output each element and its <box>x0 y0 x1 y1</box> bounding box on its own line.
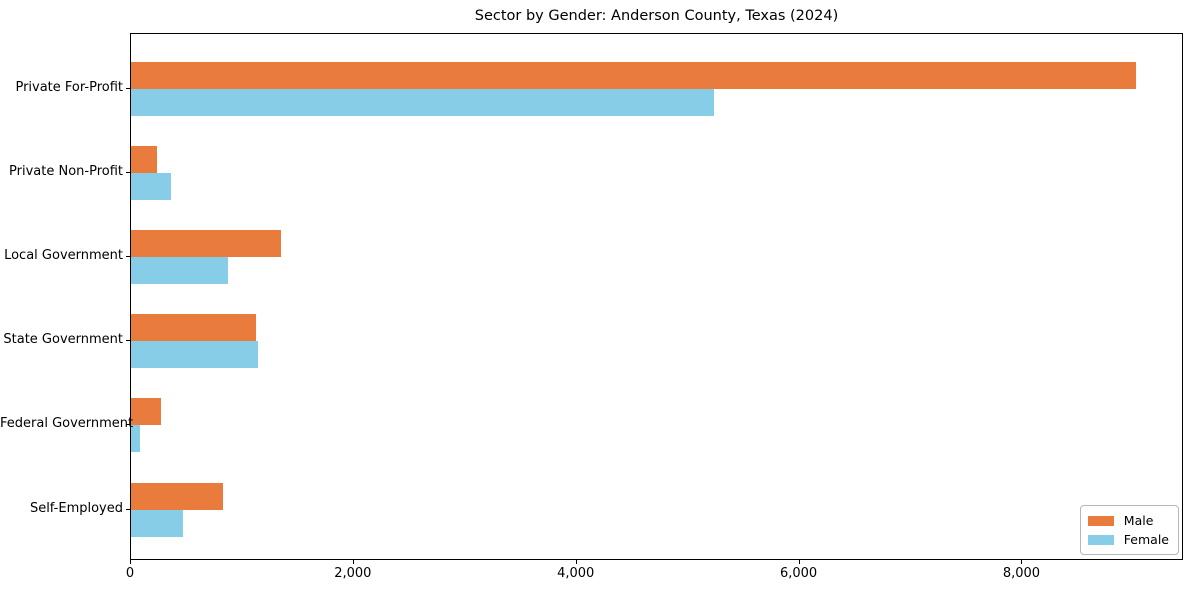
y-tick-mark <box>126 88 130 89</box>
y-tick-mark <box>126 172 130 174</box>
chart-title: Sector by Gender: Anderson County, Texas… <box>474 8 839 24</box>
legend-swatch-male <box>1087 515 1114 526</box>
y-tick-mark <box>126 424 130 426</box>
x-tick-label-0: 0 <box>125 566 135 581</box>
legend-swatch-female <box>1087 534 1114 545</box>
legend-label-female: Female <box>1123 532 1169 547</box>
y-tick-label-local-government: Local Government <box>4 248 123 264</box>
bar-male-private-non-profit <box>131 146 157 174</box>
bar-female-private-for-profit <box>131 89 714 116</box>
y-tick-label-private-for-profit: Private For-Profit <box>15 80 123 95</box>
bar-male-self-employed <box>131 482 224 510</box>
x-tick-mark <box>1021 560 1023 564</box>
x-tick-label-2-000: 2,000 <box>334 566 372 581</box>
plot-area: Male Female <box>130 33 1183 560</box>
x-tick-label-6-000: 6,000 <box>779 566 818 581</box>
x-tick-mark <box>130 560 131 564</box>
y-tick-mark <box>126 340 130 342</box>
y-tick-label-state-government: State Government <box>3 332 123 348</box>
bar-female-state-government <box>131 341 259 369</box>
legend-label-male: Male <box>1123 513 1154 528</box>
bar-male-private-for-profit <box>131 62 1137 89</box>
x-tick-label-4-000: 4,000 <box>557 566 595 581</box>
y-tick-mark <box>126 508 130 510</box>
y-tick-label-federal-government: Federal Government <box>0 416 134 432</box>
bar-female-private-non-profit <box>131 173 172 201</box>
x-tick-mark <box>575 560 577 564</box>
bar-male-state-government <box>131 314 256 342</box>
bar-female-self-employed <box>131 509 184 537</box>
legend-item-female: Female <box>1087 530 1169 549</box>
legend-item-male: Male <box>1087 511 1169 530</box>
bar-female-local-government <box>131 257 228 285</box>
y-tick-mark <box>126 256 130 258</box>
y-tick-label-self-employed: Self-Employed <box>29 500 123 516</box>
bar-male-federal-government <box>131 398 162 426</box>
y-tick-label-private-non-profit: Private Non-Profit <box>9 164 123 180</box>
x-tick-mark <box>798 560 800 564</box>
bar-male-local-government <box>131 230 282 258</box>
bar-female-federal-government <box>131 425 140 453</box>
x-tick-label-8-000: 8,000 <box>1002 566 1041 581</box>
legend: Male Female <box>1079 505 1179 555</box>
x-tick-mark <box>352 560 354 564</box>
